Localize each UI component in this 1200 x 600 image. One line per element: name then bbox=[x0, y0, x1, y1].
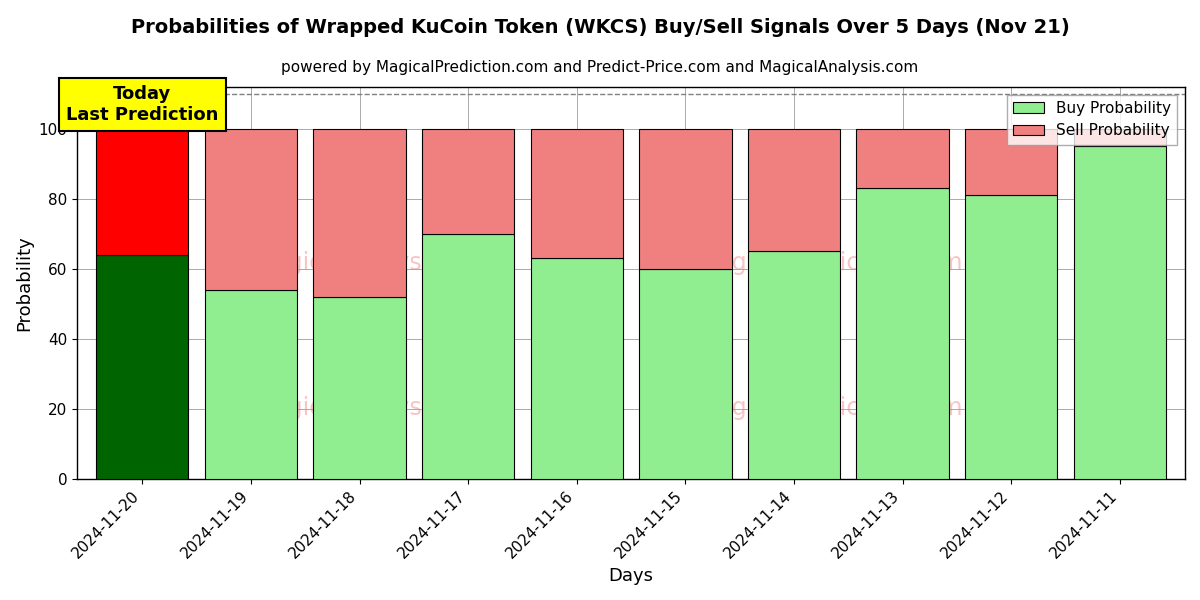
Bar bbox=[530, 259, 623, 479]
Bar bbox=[96, 129, 188, 255]
Bar bbox=[640, 129, 732, 269]
Bar bbox=[96, 255, 188, 479]
Text: Probabilities of Wrapped KuCoin Token (WKCS) Buy/Sell Signals Over 5 Days (Nov 2: Probabilities of Wrapped KuCoin Token (W… bbox=[131, 18, 1069, 37]
Bar bbox=[1074, 146, 1166, 479]
Bar bbox=[205, 290, 298, 479]
Text: Today
Last Prediction: Today Last Prediction bbox=[66, 85, 218, 124]
Y-axis label: Probability: Probability bbox=[14, 235, 32, 331]
Bar bbox=[748, 129, 840, 251]
Text: MagicalPrediction.com: MagicalPrediction.com bbox=[697, 251, 964, 275]
Bar bbox=[422, 234, 515, 479]
Bar bbox=[965, 196, 1057, 479]
Bar bbox=[530, 129, 623, 259]
Text: MagicalPrediction.com: MagicalPrediction.com bbox=[697, 396, 964, 420]
Legend: Buy Probability, Sell Probability: Buy Probability, Sell Probability bbox=[1007, 95, 1177, 145]
Text: MagicalAnalysis.com: MagicalAnalysis.com bbox=[253, 251, 499, 275]
Bar bbox=[857, 188, 949, 479]
Bar bbox=[857, 129, 949, 188]
Bar bbox=[640, 269, 732, 479]
Bar bbox=[205, 129, 298, 290]
X-axis label: Days: Days bbox=[608, 567, 654, 585]
Bar bbox=[1074, 129, 1166, 146]
Bar bbox=[748, 251, 840, 479]
Bar bbox=[965, 129, 1057, 196]
Text: powered by MagicalPrediction.com and Predict-Price.com and MagicalAnalysis.com: powered by MagicalPrediction.com and Pre… bbox=[281, 60, 919, 75]
Text: MagicalAnalysis.com: MagicalAnalysis.com bbox=[253, 396, 499, 420]
Bar bbox=[422, 129, 515, 234]
Bar bbox=[313, 129, 406, 297]
Bar bbox=[313, 297, 406, 479]
